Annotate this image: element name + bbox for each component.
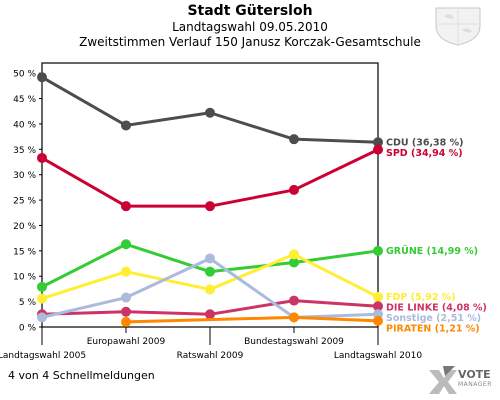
series-die-linke [37, 295, 383, 320]
coat-of-arms-icon [435, 7, 481, 46]
x-tick-label: Europawahl 2009 [87, 337, 166, 347]
y-tick-label: 50 % [13, 70, 36, 80]
data-point [373, 291, 383, 302]
data-point [373, 245, 383, 256]
data-point [205, 107, 215, 118]
data-point [121, 239, 131, 250]
data-point [205, 284, 215, 295]
data-point [121, 201, 131, 212]
data-point [37, 293, 47, 304]
data-point [121, 120, 131, 131]
x-tick-label: Landtagswahl 2010 [334, 351, 423, 361]
data-point [121, 292, 131, 303]
x-tick-label: Bundestagswahl 2009 [244, 337, 344, 347]
footer-note: 4 von 4 Schnellmeldungen [8, 369, 155, 382]
x-tick-label: Ratswahl 2009 [177, 351, 244, 361]
series-gr-ne [37, 239, 383, 292]
data-point [289, 184, 299, 195]
data-point [121, 306, 131, 317]
y-tick-label: 40 % [13, 120, 36, 130]
series-line [41, 242, 379, 289]
y-tick-label: 30 % [13, 171, 36, 181]
series-end-label: GRÜNE (14,99 %) [386, 246, 478, 257]
data-point [373, 315, 383, 326]
data-point [121, 316, 131, 327]
data-point [289, 249, 299, 260]
chart-title: Stadt Gütersloh [187, 3, 313, 19]
y-tick-label: 20 % [13, 222, 36, 232]
data-point [289, 134, 299, 145]
series-layer [37, 72, 383, 327]
data-point [289, 257, 299, 268]
data-point [205, 253, 215, 264]
x-tick-label: Landtagswahl 2005 [0, 351, 86, 361]
data-point [205, 266, 215, 277]
series-line [125, 315, 379, 324]
data-point [205, 309, 215, 320]
series-end-label: DIE LINKE (4,08 %) [386, 302, 487, 313]
series-line [41, 148, 379, 208]
series-end-label: FDP (5,92 %) [386, 292, 456, 303]
series-fdp [37, 249, 383, 304]
chart-subtitle-2: Zweitstimmen Verlauf 150 Janusz Korczak-… [79, 35, 421, 49]
axes: 0 % 5 % 10 % 15 % 20 % 25 % 30 % 35 % 40 % 45 % 50… [0, 62, 423, 361]
y-tick-label: 0 % [19, 324, 37, 334]
series-end-label: Sonstige (2,51 %) [386, 313, 481, 324]
series-cdu [37, 72, 383, 148]
y-tick-label: 45 % [13, 95, 36, 105]
series-labels: CDU (36,38 %)SPD (34,94 %) GRÜNE (14,99 %… [386, 137, 487, 334]
data-point [373, 137, 383, 148]
brand-subname: MANAGER [458, 381, 492, 388]
series-end-label: PIRATEN (1,21 %) [386, 323, 480, 334]
y-tick-label: 5 % [19, 298, 37, 308]
vote-manager-logo-icon [429, 366, 457, 394]
y-tick-label: 35 % [13, 146, 36, 156]
y-tick-label: 25 % [13, 197, 36, 207]
data-point [205, 201, 215, 212]
y-tick-label: 15 % [13, 247, 36, 257]
data-point [121, 266, 131, 277]
data-point [289, 295, 299, 306]
data-point [373, 301, 383, 312]
data-point [37, 281, 47, 292]
data-point [37, 152, 47, 163]
data-point [289, 312, 299, 323]
brand-name: VOTE [458, 368, 491, 381]
series-spd [37, 144, 383, 212]
data-point [37, 72, 47, 83]
series-end-label: CDU (36,38 %) [386, 137, 463, 148]
data-point [373, 144, 383, 155]
y-tick-label: 10 % [13, 273, 36, 283]
series-piraten [121, 312, 383, 327]
series-end-label: SPD (34,94 %) [386, 148, 463, 159]
data-point [37, 312, 47, 323]
chart-subtitle: Landtagswahl 09.05.2010 [172, 20, 328, 34]
chart-header: Stadt Gütersloh Landtagswahl 09.05.2010 … [0, 0, 500, 50]
